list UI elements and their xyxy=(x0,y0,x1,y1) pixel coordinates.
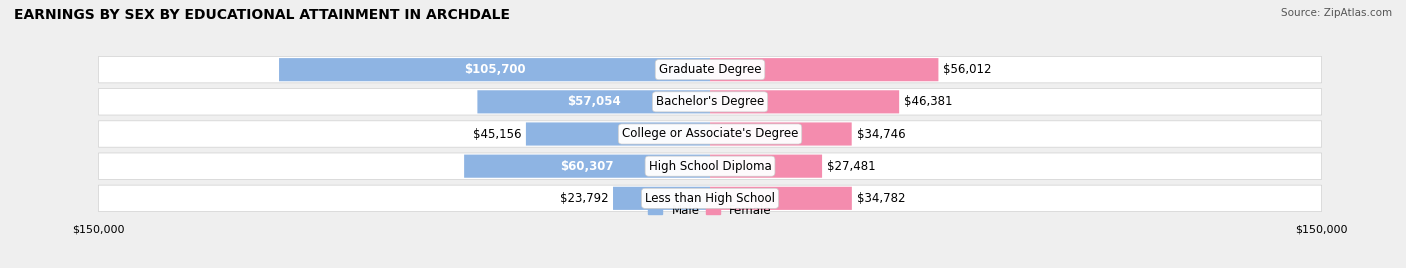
Text: EARNINGS BY SEX BY EDUCATIONAL ATTAINMENT IN ARCHDALE: EARNINGS BY SEX BY EDUCATIONAL ATTAINMEN… xyxy=(14,8,510,22)
FancyBboxPatch shape xyxy=(710,90,900,113)
Text: $34,746: $34,746 xyxy=(856,128,905,140)
FancyBboxPatch shape xyxy=(478,90,710,113)
Text: $27,481: $27,481 xyxy=(827,160,876,173)
Text: $45,156: $45,156 xyxy=(472,128,522,140)
Text: Bachelor's Degree: Bachelor's Degree xyxy=(657,95,763,108)
Text: Source: ZipAtlas.com: Source: ZipAtlas.com xyxy=(1281,8,1392,18)
Text: High School Diploma: High School Diploma xyxy=(648,160,772,173)
FancyBboxPatch shape xyxy=(613,187,710,210)
Text: $23,792: $23,792 xyxy=(560,192,609,205)
Text: $57,054: $57,054 xyxy=(567,95,620,108)
Text: College or Associate's Degree: College or Associate's Degree xyxy=(621,128,799,140)
FancyBboxPatch shape xyxy=(710,155,823,178)
FancyBboxPatch shape xyxy=(710,187,852,210)
FancyBboxPatch shape xyxy=(98,185,1322,211)
FancyBboxPatch shape xyxy=(98,121,1322,147)
Text: $56,012: $56,012 xyxy=(943,63,991,76)
FancyBboxPatch shape xyxy=(464,155,710,178)
FancyBboxPatch shape xyxy=(278,58,710,81)
FancyBboxPatch shape xyxy=(526,122,710,146)
FancyBboxPatch shape xyxy=(98,89,1322,115)
FancyBboxPatch shape xyxy=(710,122,852,146)
FancyBboxPatch shape xyxy=(98,57,1322,83)
Text: Graduate Degree: Graduate Degree xyxy=(659,63,761,76)
Text: $105,700: $105,700 xyxy=(464,63,526,76)
FancyBboxPatch shape xyxy=(98,153,1322,179)
FancyBboxPatch shape xyxy=(710,58,938,81)
Text: $46,381: $46,381 xyxy=(904,95,952,108)
Legend: Male, Female: Male, Female xyxy=(644,199,776,221)
Text: Less than High School: Less than High School xyxy=(645,192,775,205)
Text: $34,782: $34,782 xyxy=(856,192,905,205)
Text: $60,307: $60,307 xyxy=(561,160,614,173)
